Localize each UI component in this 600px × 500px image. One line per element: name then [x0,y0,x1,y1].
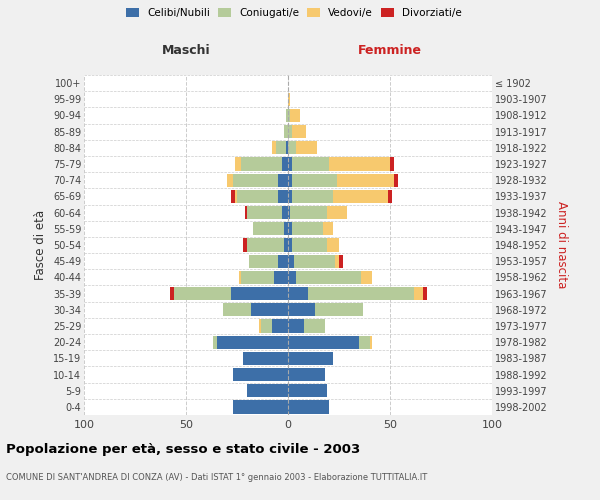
Bar [296,270,361,284]
Bar [223,303,251,316]
Bar [286,141,288,154]
Bar [292,174,337,187]
Bar [233,400,288,413]
Bar [288,174,292,187]
Bar [359,336,370,349]
Text: Maschi: Maschi [161,44,211,58]
Bar [251,303,288,316]
Bar [294,254,335,268]
Bar [323,222,333,235]
Y-axis label: Fasce di età: Fasce di età [34,210,47,280]
Bar [284,222,288,235]
Bar [292,125,307,138]
Bar [333,190,388,203]
Bar [288,222,292,235]
Bar [217,336,288,349]
Bar [292,190,333,203]
Bar [288,92,290,106]
Bar [370,336,371,349]
Bar [337,174,394,187]
Bar [288,320,304,332]
Bar [212,336,217,349]
Text: Femmine: Femmine [358,44,422,58]
Bar [288,254,294,268]
Bar [241,158,282,170]
Bar [288,336,359,349]
Bar [304,320,325,332]
Bar [282,206,288,220]
Y-axis label: Anni di nascita: Anni di nascita [554,202,568,288]
Bar [233,174,278,187]
Bar [284,125,288,138]
Bar [314,303,364,316]
Bar [390,158,394,170]
Bar [327,206,347,220]
Bar [231,190,235,203]
Bar [290,206,327,220]
Bar [288,270,296,284]
Bar [235,190,237,203]
Text: Popolazione per età, sesso e stato civile - 2003: Popolazione per età, sesso e stato civil… [6,442,360,456]
Bar [288,158,292,170]
Bar [288,141,296,154]
Bar [243,238,247,252]
Bar [227,174,233,187]
Bar [243,352,288,365]
Bar [274,270,288,284]
Bar [415,287,422,300]
Bar [292,222,323,235]
Bar [288,352,333,365]
Bar [247,206,282,220]
Bar [282,158,288,170]
Bar [262,320,272,332]
Bar [278,190,288,203]
Bar [394,174,398,187]
Bar [170,287,174,300]
Text: COMUNE DI SANT'ANDREA DI CONZA (AV) - Dati ISTAT 1° gennaio 2003 - Elaborazione : COMUNE DI SANT'ANDREA DI CONZA (AV) - Da… [6,472,427,482]
Bar [247,384,288,398]
Bar [276,141,286,154]
Bar [233,368,288,381]
Bar [247,238,284,252]
Bar [239,270,241,284]
Bar [284,238,288,252]
Bar [308,287,415,300]
Bar [296,141,317,154]
Bar [286,109,288,122]
Bar [245,206,247,220]
Bar [361,270,371,284]
Bar [290,109,300,122]
Bar [329,158,390,170]
Bar [272,320,288,332]
Bar [288,384,327,398]
Bar [241,270,274,284]
Bar [235,158,241,170]
Bar [327,238,339,252]
Bar [288,125,292,138]
Bar [288,400,329,413]
Bar [288,303,314,316]
Bar [335,254,339,268]
Bar [278,254,288,268]
Legend: Celibi/Nubili, Coniugati/e, Vedovi/e, Divorziati/e: Celibi/Nubili, Coniugati/e, Vedovi/e, Di… [123,5,465,21]
Bar [288,206,290,220]
Bar [288,287,308,300]
Bar [278,174,288,187]
Bar [231,287,288,300]
Bar [288,238,292,252]
Bar [388,190,392,203]
Bar [288,190,292,203]
Bar [422,287,427,300]
Bar [249,254,278,268]
Bar [292,158,329,170]
Bar [292,238,327,252]
Bar [237,190,278,203]
Bar [259,320,262,332]
Bar [272,141,276,154]
Bar [339,254,343,268]
Bar [174,287,231,300]
Bar [253,222,284,235]
Bar [288,109,290,122]
Bar [288,368,325,381]
